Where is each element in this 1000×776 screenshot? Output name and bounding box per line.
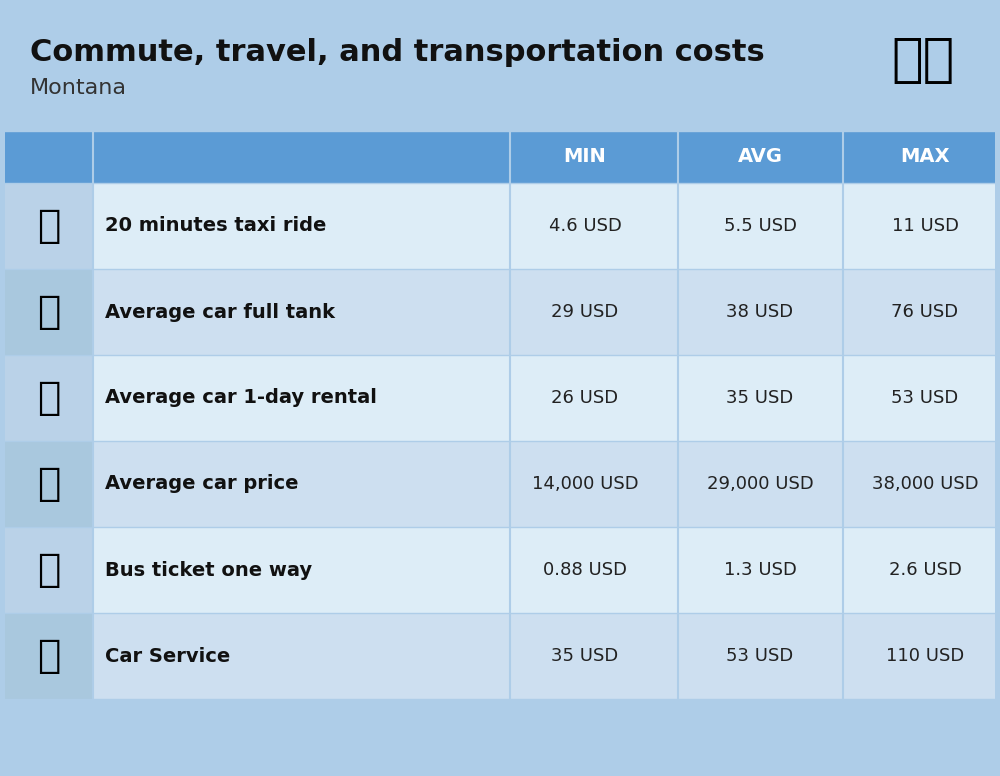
Text: 29,000 USD: 29,000 USD [707, 475, 813, 493]
FancyBboxPatch shape [5, 269, 93, 355]
FancyBboxPatch shape [5, 131, 995, 183]
Text: 🚗: 🚗 [37, 637, 61, 675]
Text: Average car price: Average car price [105, 474, 298, 494]
Text: 20 minutes taxi ride: 20 minutes taxi ride [105, 217, 326, 235]
FancyBboxPatch shape [5, 269, 995, 355]
FancyBboxPatch shape [5, 527, 93, 613]
FancyBboxPatch shape [5, 527, 995, 613]
Text: Montana: Montana [30, 78, 127, 98]
Text: 14,000 USD: 14,000 USD [532, 475, 638, 493]
Text: 🚗: 🚗 [37, 465, 61, 503]
FancyBboxPatch shape [93, 131, 510, 183]
Text: 38,000 USD: 38,000 USD [872, 475, 978, 493]
Text: 11 USD: 11 USD [892, 217, 958, 235]
Text: 0.88 USD: 0.88 USD [543, 561, 627, 579]
FancyBboxPatch shape [5, 183, 93, 269]
Text: 53 USD: 53 USD [891, 389, 959, 407]
Text: 29 USD: 29 USD [551, 303, 619, 321]
FancyBboxPatch shape [5, 355, 995, 441]
Text: AVG: AVG [738, 147, 782, 167]
Text: ⛽: ⛽ [37, 293, 61, 331]
Text: Average car full tank: Average car full tank [105, 303, 335, 321]
Text: 26 USD: 26 USD [551, 389, 619, 407]
FancyBboxPatch shape [5, 183, 995, 269]
FancyBboxPatch shape [5, 441, 995, 527]
Text: 76 USD: 76 USD [891, 303, 959, 321]
FancyBboxPatch shape [5, 441, 93, 527]
Text: 38 USD: 38 USD [726, 303, 794, 321]
FancyBboxPatch shape [5, 613, 995, 699]
Text: 🚕: 🚕 [37, 207, 61, 245]
Text: 1.3 USD: 1.3 USD [724, 561, 796, 579]
Text: 35 USD: 35 USD [726, 389, 794, 407]
Text: 🚌: 🚌 [37, 551, 61, 589]
Text: 🚙: 🚙 [37, 379, 61, 417]
Text: Car Service: Car Service [105, 646, 230, 666]
Text: 🇺🇸: 🇺🇸 [892, 34, 955, 86]
Text: MAX: MAX [900, 147, 950, 167]
FancyBboxPatch shape [5, 613, 93, 699]
Text: 110 USD: 110 USD [886, 647, 964, 665]
Text: MIN: MIN [564, 147, 606, 167]
FancyBboxPatch shape [5, 355, 93, 441]
Text: Average car 1-day rental: Average car 1-day rental [105, 389, 377, 407]
Text: 35 USD: 35 USD [551, 647, 619, 665]
Text: 2.6 USD: 2.6 USD [889, 561, 961, 579]
Text: 53 USD: 53 USD [726, 647, 794, 665]
Text: Bus ticket one way: Bus ticket one way [105, 560, 312, 580]
FancyBboxPatch shape [5, 131, 93, 183]
Text: Commute, travel, and transportation costs: Commute, travel, and transportation cost… [30, 38, 765, 67]
Text: 4.6 USD: 4.6 USD [549, 217, 621, 235]
Text: 5.5 USD: 5.5 USD [724, 217, 796, 235]
